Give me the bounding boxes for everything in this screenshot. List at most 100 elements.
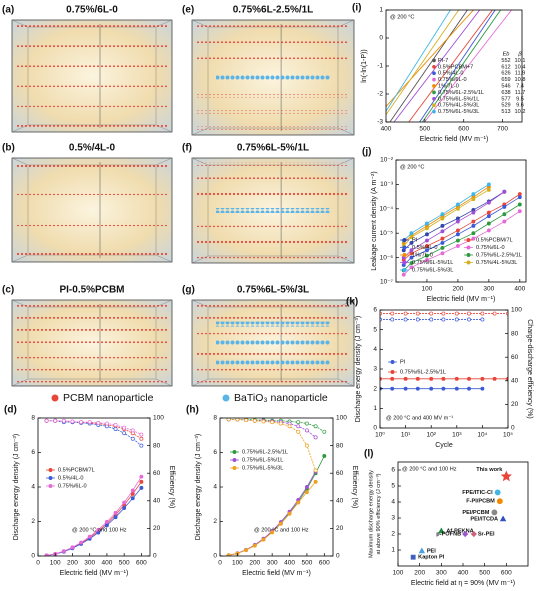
panel-label: (f) [182, 143, 192, 154]
point-label: Sr-PEI [478, 531, 495, 537]
weibull-fit [393, 10, 481, 122]
marker [502, 189, 507, 194]
x-tick-label: 400 [381, 126, 392, 133]
marker [113, 427, 118, 431]
table-cell: 552 [501, 58, 510, 64]
marker [517, 209, 522, 214]
legend-label: 0.75%/6L-5%/3L [242, 465, 283, 471]
legend-swatch [432, 77, 436, 82]
x-tick-label: 600 [458, 126, 469, 133]
marker [130, 428, 135, 433]
pcbm-layer [197, 331, 349, 335]
weibull-fit [424, 10, 512, 122]
y-tick-label: 2 [373, 385, 377, 392]
marker [502, 204, 507, 209]
legend-label: 0.75%/6L-2.5%/1L [476, 252, 522, 258]
table-header: Eb [503, 51, 510, 57]
y-tick-label: 0 [31, 553, 35, 560]
marker [415, 317, 420, 322]
table-header: β [517, 51, 522, 57]
y-tick-label: 0 [213, 553, 217, 560]
box-front [11, 157, 173, 263]
marker [496, 498, 503, 505]
pcbm-layer [17, 303, 167, 307]
x-axis-label: Electric field at η = 90% (MV m⁻¹) [411, 580, 515, 587]
marker [322, 429, 327, 434]
marker [440, 223, 445, 228]
box-front [11, 19, 173, 133]
marker [455, 232, 460, 237]
table-cell: 577 [501, 96, 510, 102]
y-tick-label: 0 [373, 425, 377, 432]
marker [486, 214, 491, 219]
y-tick-label: 3 [391, 515, 395, 522]
marker [429, 376, 434, 381]
legend-swatch [402, 245, 407, 250]
marker [252, 418, 257, 423]
series-line [46, 420, 142, 435]
table-cell: 546 [501, 83, 510, 89]
pcbm-layer [197, 192, 349, 196]
table-cell: 612 [501, 64, 510, 70]
marker [455, 244, 460, 248]
legend-swatch [432, 58, 436, 63]
series-line [228, 471, 316, 556]
marker [278, 421, 283, 426]
legend-label: 0.5%/4L-0 [438, 71, 464, 77]
y2-tick-label: 20 [511, 401, 519, 408]
pcbm-layer [17, 379, 167, 383]
marker [467, 386, 471, 391]
pcbm-layer [17, 252, 167, 256]
marker [486, 228, 491, 233]
y-tick-label: 6 [391, 467, 395, 474]
pcbm-layer [197, 41, 349, 45]
weibull-fit [386, 10, 460, 116]
pcbm-layer [197, 367, 349, 371]
marker [440, 236, 445, 241]
marker [425, 244, 429, 248]
x-tick-label: 10² [426, 432, 436, 439]
y2-tick-label: 60 [336, 470, 344, 477]
marker [401, 272, 406, 277]
marker [415, 376, 420, 381]
table-cell: 9.5 [516, 96, 524, 102]
legend-swatch [402, 260, 407, 265]
marker [415, 386, 420, 391]
marker [44, 418, 49, 423]
pcbm-layer [17, 25, 167, 29]
legend-swatch [232, 458, 237, 462]
legend-label: 0.75%/6L-0 [476, 245, 505, 251]
pcbm-layer [17, 123, 167, 127]
legend-label: 0.5%/4L-0 [58, 475, 84, 481]
legend-label: PI [400, 359, 406, 365]
y-axis-label: at above 90% efficiency (J cm⁻³) [376, 473, 382, 554]
series-line [46, 481, 142, 556]
y-tick-label: 8 [31, 415, 35, 422]
y-tick-label: 10⁻³ [380, 181, 394, 188]
y2-tick-label: 80 [336, 442, 344, 449]
legend-label: 0.75%/6L-0 [58, 483, 87, 489]
marker [480, 376, 485, 381]
pcbm-layer [197, 94, 349, 98]
y-axis-label: Discharge energy density (J cm⁻³) [355, 316, 362, 422]
y2-tick-label: 80 [153, 442, 161, 449]
annotation: @ 200 °C and 100 Hz [72, 527, 127, 533]
marker [441, 317, 446, 322]
marker [104, 523, 109, 528]
legend-label: 0.75%/6L-5%/3L [412, 267, 453, 273]
legend-swatch [48, 476, 53, 480]
marker [244, 418, 249, 423]
marker [441, 386, 446, 391]
y-tick-label: 10⁻⁷ [380, 279, 394, 286]
pcbm-layer [17, 164, 167, 168]
x-tick-label: 200 [249, 560, 260, 567]
marker [409, 231, 414, 236]
pcbm-layer [197, 126, 349, 130]
point-label: PEI/PCBM [462, 510, 489, 516]
marker [270, 530, 275, 535]
marker [403, 386, 408, 391]
marker [96, 527, 101, 532]
marker [409, 255, 414, 260]
marker [304, 421, 309, 426]
y-tick-label: 6 [31, 449, 35, 456]
